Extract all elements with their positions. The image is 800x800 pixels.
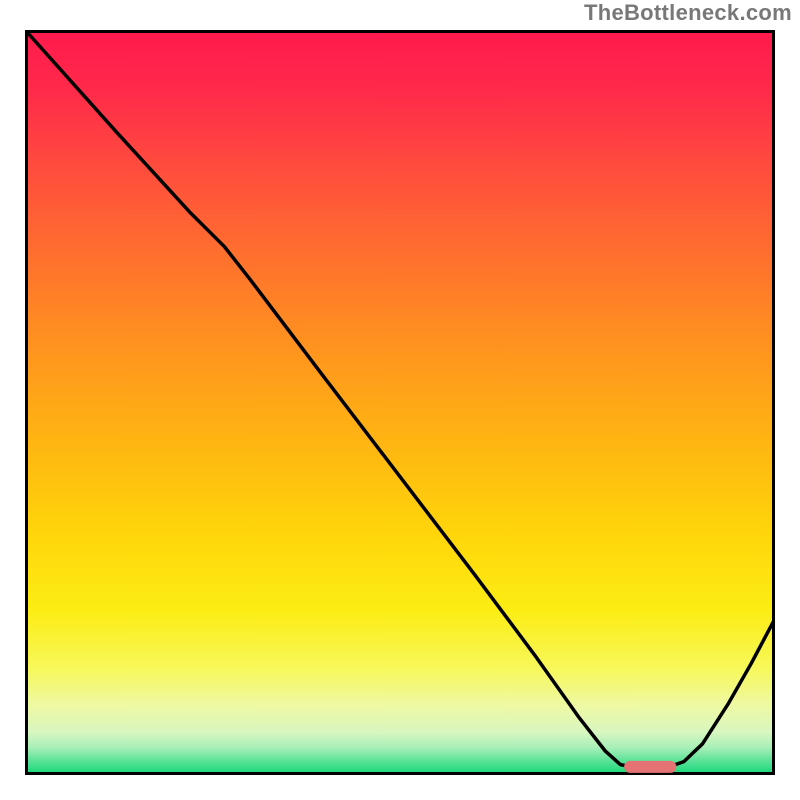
plot-svg bbox=[25, 30, 775, 775]
gradient-background bbox=[27, 32, 774, 774]
plot-area bbox=[25, 30, 775, 775]
watermark-text: TheBottleneck.com bbox=[584, 0, 792, 26]
optimal-range-marker bbox=[624, 761, 676, 773]
chart-root: TheBottleneck.com bbox=[0, 0, 800, 800]
